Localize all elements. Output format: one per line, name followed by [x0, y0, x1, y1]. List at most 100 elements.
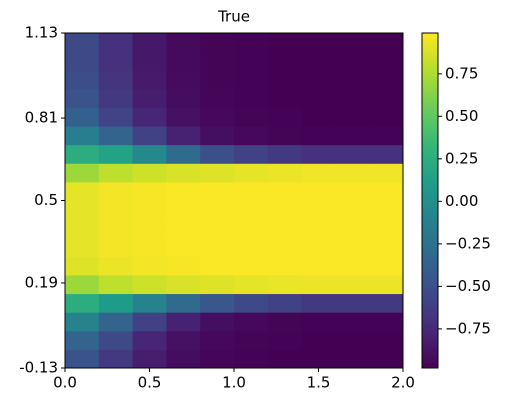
heatmap-cell — [132, 126, 167, 146]
heatmap-cell — [65, 274, 100, 295]
heatmap-cell — [132, 274, 167, 295]
heatmap-cell — [132, 293, 167, 313]
heatmap-cell — [200, 163, 235, 183]
heatmap-cell — [335, 163, 370, 183]
heatmap-cell — [98, 88, 134, 108]
heatmap-cell — [65, 312, 100, 332]
heatmap-cell — [301, 33, 336, 53]
heatmap-cell — [267, 181, 303, 201]
heatmap-cell — [132, 144, 167, 164]
heatmap-cell — [65, 330, 100, 350]
heatmap-cell — [65, 256, 100, 276]
heatmap-cell — [234, 51, 269, 71]
heatmap-cell — [65, 107, 100, 127]
heatmap-cell — [369, 349, 404, 369]
heatmap-cell — [200, 200, 235, 220]
heatmap-cell — [98, 33, 134, 53]
heatmap-cell — [65, 88, 100, 108]
heatmap-cell — [132, 256, 167, 276]
heatmap-cell — [369, 33, 404, 53]
heatmap-cell — [301, 256, 336, 276]
heatmap-cell — [65, 51, 100, 71]
heatmap-cell — [132, 349, 167, 369]
heatmap-cell — [369, 163, 404, 183]
heatmap-cell — [301, 219, 336, 239]
heatmap-cell — [267, 88, 303, 108]
heatmap-cell — [301, 237, 336, 257]
heatmap-cell — [98, 51, 134, 71]
heatmap-cell — [98, 126, 134, 146]
colorbar-tick-label: −0.75 — [445, 319, 491, 337]
heatmap-cell — [200, 51, 235, 71]
heatmap-cell — [166, 293, 201, 313]
x-tick-label: 0.5 — [138, 374, 162, 392]
y-tick-label: -0.13 — [19, 359, 58, 377]
heatmap-cell — [335, 51, 370, 71]
colorbar-tick-label: −0.50 — [445, 277, 491, 295]
heatmap-cell — [65, 144, 100, 164]
heatmap-cell — [234, 200, 269, 220]
heatmap-cell — [200, 349, 235, 369]
heatmap-cell — [200, 33, 235, 53]
heatmap-cell — [234, 126, 269, 146]
heatmap-cell — [166, 70, 201, 90]
heatmap-cell — [166, 51, 201, 71]
colorbar-tick-label: −0.25 — [445, 234, 491, 252]
heatmap-cell — [267, 274, 303, 295]
heatmap-cell — [166, 107, 201, 127]
heatmap-cell — [267, 51, 303, 71]
heatmap-cell — [200, 107, 235, 127]
heatmap-cell — [267, 144, 303, 164]
heatmap-cell — [166, 349, 201, 369]
heatmap-cell — [267, 330, 303, 350]
heatmap-cell — [369, 312, 404, 332]
heatmap-cell — [98, 70, 134, 90]
heatmap-cell — [369, 219, 404, 239]
heatmap-cell — [301, 51, 336, 71]
heatmap-cell — [166, 126, 201, 146]
heatmap-cell — [267, 126, 303, 146]
heatmap-cell — [234, 219, 269, 239]
heatmap-cell — [65, 293, 100, 313]
heatmap-cell — [132, 181, 167, 201]
heatmap-cell — [234, 293, 269, 313]
heatmap-cell — [301, 107, 336, 127]
heatmap-cell — [234, 237, 269, 257]
heatmap-cell — [166, 181, 201, 201]
heatmap-cell — [301, 181, 336, 201]
heatmap-cell — [98, 349, 134, 369]
heatmap-cell — [200, 88, 235, 108]
heatmap-cell — [234, 33, 269, 53]
heatmap-cell — [200, 126, 235, 146]
heatmap-cell — [65, 163, 100, 183]
y-tick-label: 0.81 — [25, 109, 58, 127]
heatmap-cell — [369, 293, 404, 313]
heatmap-cell — [335, 237, 370, 257]
heatmap-cell — [166, 163, 201, 183]
y-tick-label: 0.19 — [25, 273, 58, 291]
heatmap-cell — [234, 181, 269, 201]
heatmap-cell — [267, 163, 303, 183]
heatmap-cell — [369, 256, 404, 276]
heatmap-cell — [98, 107, 134, 127]
heatmap-cell — [335, 33, 370, 53]
heatmap-cell — [267, 33, 303, 53]
heatmap-cell — [267, 200, 303, 220]
heatmap-cell — [301, 163, 336, 183]
heatmap-cell — [200, 219, 235, 239]
heatmap-cell — [65, 70, 100, 90]
heatmap-cell — [200, 256, 235, 276]
heatmap-cell — [234, 274, 269, 295]
colorbar-tick-label: 0.50 — [445, 107, 478, 125]
y-tick-label: 0.5 — [34, 191, 58, 209]
heatmap-cell — [267, 349, 303, 369]
heatmap-cell — [65, 349, 100, 369]
heatmap-cell — [200, 144, 235, 164]
heatmap-cell — [166, 312, 201, 332]
heatmap-cell — [132, 312, 167, 332]
x-tick-label: 1.0 — [222, 374, 246, 392]
heatmap-cell — [335, 293, 370, 313]
heatmap-cell — [335, 219, 370, 239]
heatmap-cell — [98, 144, 134, 164]
